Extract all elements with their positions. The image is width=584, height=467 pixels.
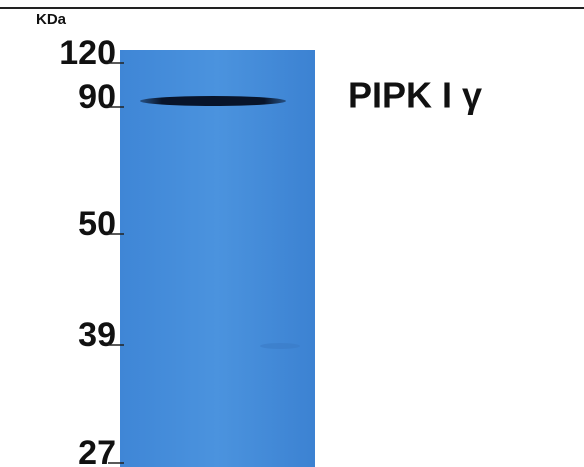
marker-label: 27 <box>78 434 116 467</box>
faint-spot <box>260 343 300 349</box>
band-label: PIPK I γ <box>348 75 482 116</box>
marker-label: 50 <box>78 205 116 243</box>
marker-label: 39 <box>78 316 116 354</box>
blot-lane <box>120 50 315 467</box>
blot-figure: KDa PIPK I γ 120 90 50 39 27 <box>0 0 584 467</box>
unit-label: KDa <box>36 11 67 28</box>
marker-label: 90 <box>78 78 116 116</box>
marker-label: 120 <box>59 34 116 72</box>
protein-band <box>140 96 286 106</box>
marker-ladder: 120 90 50 39 27 <box>59 34 124 467</box>
